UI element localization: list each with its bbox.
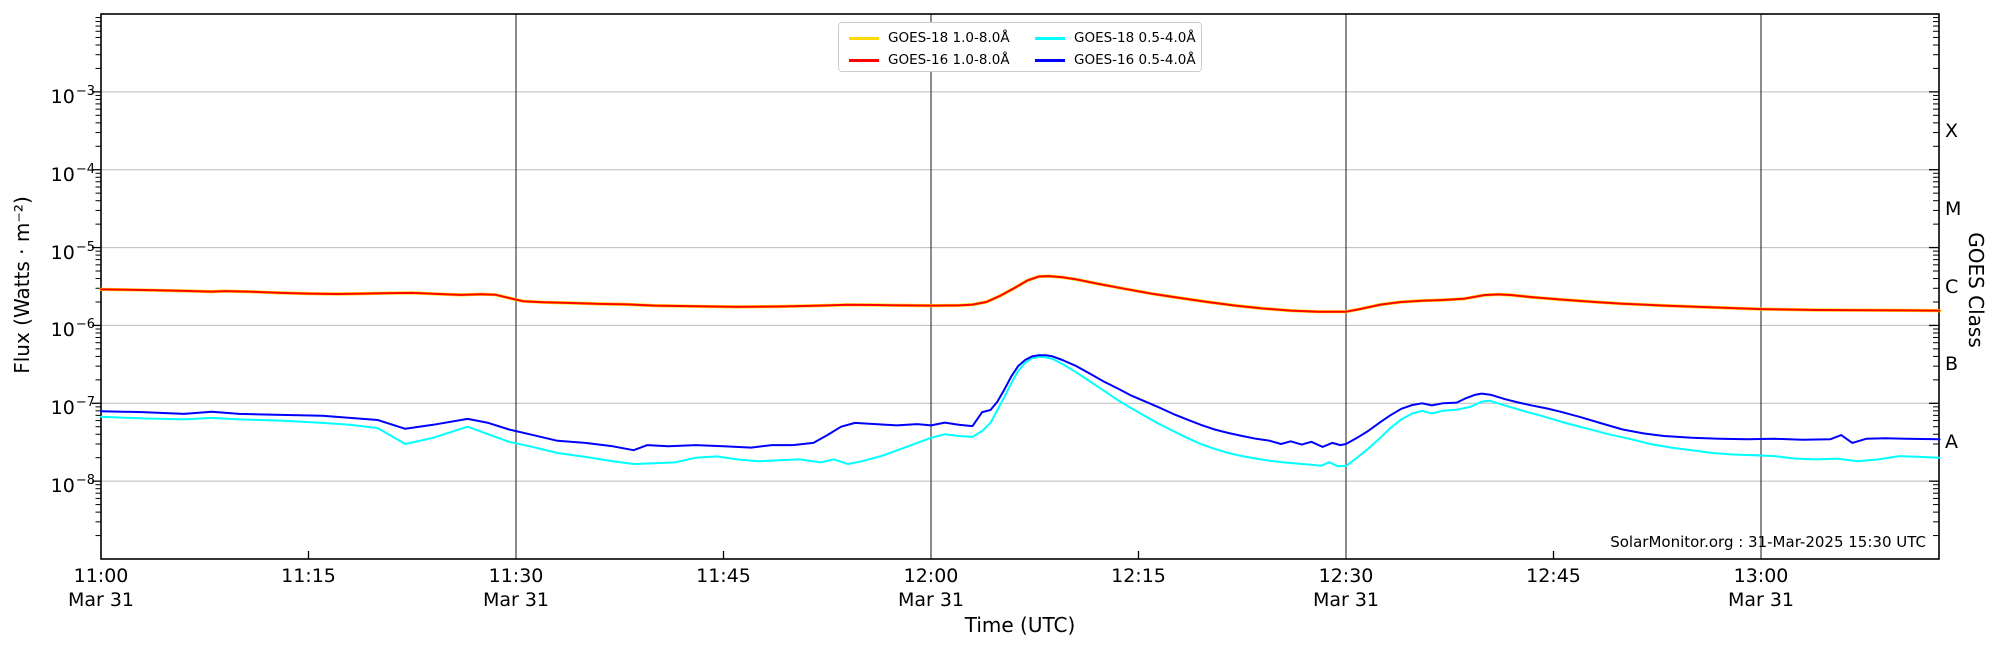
- x-axis-title: Time (UTC): [964, 613, 1076, 637]
- watermark: SolarMonitor.org : 31-Mar-2025 15:30 UTC: [1610, 533, 1926, 551]
- goes-class-letter: M: [1945, 197, 1962, 220]
- y-tick-label: 10−6: [50, 317, 95, 342]
- x-tick-label: 13:00: [1733, 565, 1789, 587]
- y-tick-label: 10−7: [50, 395, 95, 420]
- legend-item: GOES-18 0.5-4.0Å: [1035, 28, 1196, 48]
- x-tick-label: 12:30: [1318, 565, 1374, 587]
- x-tick-date: Mar 31: [1727, 589, 1795, 611]
- legend: GOES-18 1.0-8.0Å GOES-16 1.0-8.0Å GOES-18 …: [838, 22, 1202, 72]
- legend-line-swatch: [1035, 58, 1065, 62]
- y-axis-title: Flux (Watts · m⁻²): [10, 196, 34, 374]
- x-tick-label: 11:30: [488, 565, 544, 587]
- x-tick-date: Mar 31: [482, 589, 550, 611]
- x-tick-label: 12:00: [903, 565, 959, 587]
- y-tick-label: 10−3: [50, 83, 95, 108]
- legend-line-swatch: [1035, 36, 1065, 40]
- legend-label: GOES-16 0.5-4.0Å: [1074, 52, 1196, 68]
- right-axis-title: GOES Class: [1964, 232, 1988, 348]
- x-tick-date: Mar 31: [897, 589, 965, 611]
- series-line-2: [100, 275, 1941, 313]
- x-tick-date: Mar 31: [1312, 589, 1380, 611]
- x-tick-label: 11:45: [696, 565, 751, 587]
- y-tick-label: 10−4: [50, 161, 95, 186]
- legend-item: GOES-16 0.5-4.0Å: [1035, 50, 1196, 70]
- legend-item: GOES-16 1.0-8.0Å: [849, 50, 1010, 70]
- legend-line-swatch: [849, 58, 879, 62]
- legend-label: GOES-18 1.0-8.0Å: [888, 30, 1010, 46]
- goes-class-letter: B: [1945, 353, 1959, 376]
- x-tick-label: 11:00: [73, 565, 129, 587]
- legend-label: GOES-16 1.0-8.0Å: [888, 52, 1010, 68]
- series-line-4: [100, 354, 1941, 452]
- y-tick-label: 10−8: [50, 473, 95, 498]
- x-tick-date: Mar 31: [67, 589, 135, 611]
- x-tick-label: 11:15: [281, 565, 336, 587]
- x-tick-label: 12:15: [1111, 565, 1166, 587]
- plot-frame: [100, 13, 1940, 560]
- legend-line-swatch: [849, 36, 879, 40]
- goes-class-letter: X: [1945, 119, 1959, 142]
- goes-class-letter: C: [1945, 275, 1959, 298]
- goes-class-letter: A: [1945, 431, 1958, 454]
- legend-label: GOES-18 0.5-4.0Å: [1074, 30, 1196, 46]
- x-tick-label: 12:45: [1526, 565, 1581, 587]
- y-tick-label: 10−5: [50, 239, 95, 264]
- series-line-3: [100, 355, 1941, 468]
- legend-item: GOES-18 1.0-8.0Å: [849, 28, 1010, 48]
